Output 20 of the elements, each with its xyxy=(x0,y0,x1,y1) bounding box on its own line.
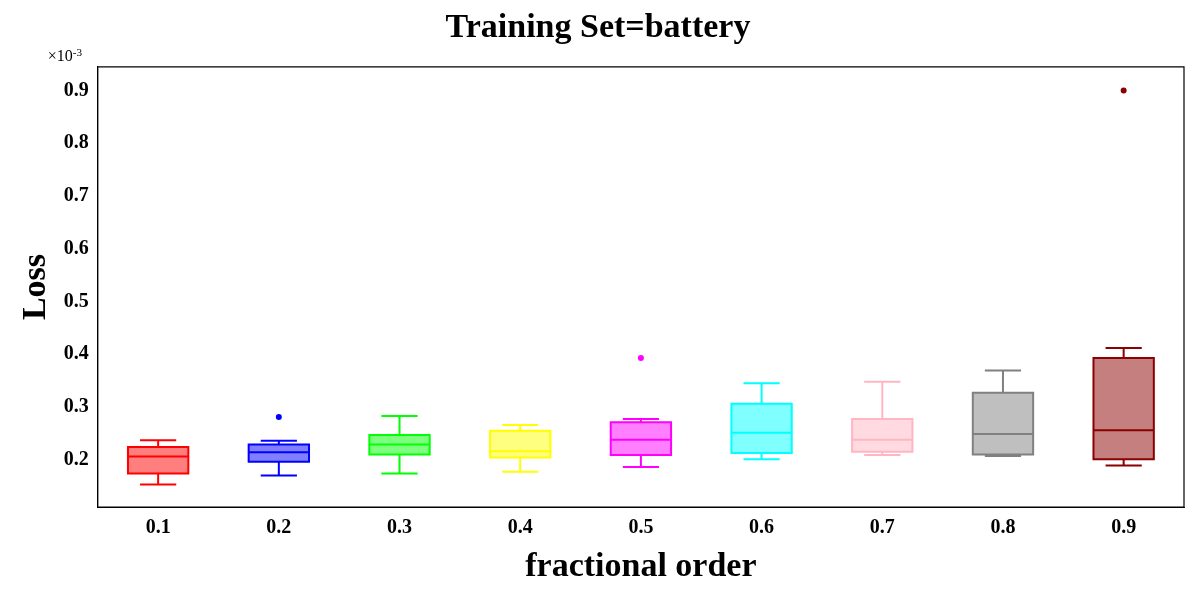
x-tick-label: 0.2 xyxy=(266,515,292,538)
chart-title: Training Set=battery xyxy=(445,7,751,45)
x-tick-label: 0.9 xyxy=(1111,515,1137,538)
x-tick-label: 0.5 xyxy=(628,515,654,538)
x-tick-label: 0.7 xyxy=(869,515,895,538)
y-tick-label: 0.4 xyxy=(63,341,89,364)
y-tick-label: 0.8 xyxy=(63,130,89,153)
y-tick-label: 0.5 xyxy=(63,288,89,311)
x-tick-label: 0.1 xyxy=(145,515,171,538)
x-tick-label: 0.3 xyxy=(387,515,413,538)
x-tick-label: 0.4 xyxy=(507,515,533,538)
y-tick-label: 0.3 xyxy=(63,394,89,417)
y-axis-title: Loss xyxy=(15,253,53,321)
y-tick-label: 0.9 xyxy=(63,77,89,100)
x-tick-label: 0.8 xyxy=(990,515,1016,538)
y-tick-label: 0.7 xyxy=(63,183,89,206)
x-axis-title: fractional order xyxy=(525,546,757,584)
x-tick-label: 0.6 xyxy=(749,515,775,538)
y-tick-label: 0.6 xyxy=(63,235,89,258)
y-tick-label: 0.2 xyxy=(63,446,89,469)
